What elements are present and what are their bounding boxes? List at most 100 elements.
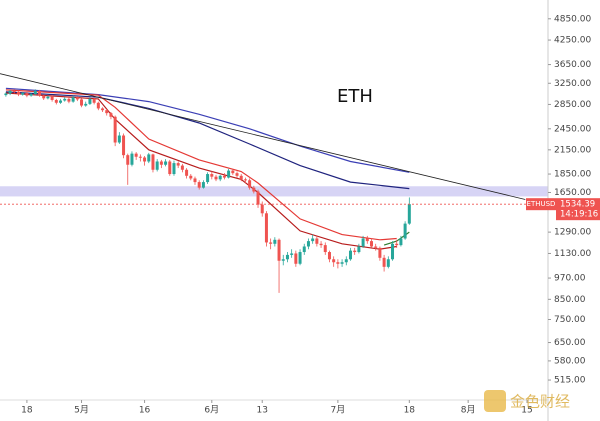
candle-body [395,243,399,246]
candle-body [248,180,252,188]
candle-body [180,165,184,170]
candle-body [143,157,147,162]
candle-body [8,90,12,94]
candle-body [210,174,214,177]
candle-body [201,182,205,188]
candle-body [130,153,134,165]
candle-body [218,175,222,180]
price-tag [556,198,600,221]
candle-body [16,91,20,95]
overlay-line [5,89,397,241]
y-tick-label: 2450.00 [554,124,591,134]
candle-body [369,241,373,247]
candle-body [42,95,46,99]
candle-body [336,262,340,264]
x-tick-label: 6月 [204,405,219,416]
candle-body [269,242,273,244]
candle-body [151,154,155,170]
candle-body [306,241,310,247]
candle-body [353,250,357,253]
candle-body [193,178,197,183]
candle-body [391,243,395,260]
y-tick-label: 515.00 [554,376,586,386]
x-tick-label: 13 [257,406,268,416]
candle-body [252,187,256,192]
candle-body [374,246,378,248]
candle-body [88,98,92,104]
candle-body [365,238,369,242]
candle-body [134,153,138,157]
candle-body [399,238,403,246]
candle-body [323,245,327,253]
candle-body [50,96,54,100]
candle-body [4,93,8,96]
watermark: 金色财经 [510,393,570,411]
candle-body [185,169,189,176]
candle-body [285,254,289,260]
candle-body [260,204,264,214]
candle-body [231,170,235,174]
candle-body [227,170,231,178]
candle-body [122,135,126,156]
candle-body [327,252,331,260]
candle-body [63,98,67,101]
candle-body [168,161,172,175]
candle-body [386,259,390,267]
candle-body [235,173,239,176]
candle-body [109,113,113,117]
candle-body [138,156,142,158]
candle-body [21,92,25,95]
candle-body [80,99,84,106]
countdown-label: 14:19:16 [560,210,598,220]
overlay-line [0,73,526,200]
candle-body [117,135,121,143]
x-tick-label: 18 [404,406,416,416]
candle-body [71,97,75,102]
symbol-tag [526,198,556,211]
y-tick-label: 1850.00 [554,170,591,180]
candle-body [126,155,130,165]
candle-body [239,175,243,180]
candle-body [382,257,386,267]
watermark-icon [484,390,506,412]
candle-body [340,262,344,264]
candle-body [222,175,226,178]
y-tick-label: 1290.00 [554,228,591,238]
candle-body [164,161,168,165]
candle-body [172,163,176,175]
candle-body [147,154,151,162]
candle-body [197,182,201,188]
candle-body [105,110,109,114]
candle-body [298,252,302,264]
candle-body [25,92,29,96]
candle-body [264,213,268,243]
watermark-group: 金色财经 [484,390,570,412]
candle-body [407,204,411,224]
candle-body [344,259,348,263]
candle-body [84,103,88,106]
x-tick-label: 18 [21,406,33,416]
candle-body [290,253,294,255]
candle-body [59,100,63,103]
candle-body [332,259,336,263]
candle-body [319,243,323,246]
y-tick-label: 3650.00 [554,60,591,70]
y-tick-label: 2850.00 [554,100,591,110]
candle-body [302,246,306,253]
candle-body [75,97,79,100]
candle-body [54,99,58,103]
candle-body [206,174,210,183]
y-tick-label: 2150.00 [554,145,591,155]
candle-body [38,90,42,96]
overlay-line [5,87,410,173]
candle-body [281,259,285,261]
candle-body [315,238,319,244]
y-tick-label: 850.00 [554,295,586,305]
y-tick-label: 970.00 [554,274,586,284]
symbol-label: ETHUSD [527,200,556,208]
candle-body [189,175,193,179]
candle-body [378,247,382,258]
candle-body [159,161,163,165]
